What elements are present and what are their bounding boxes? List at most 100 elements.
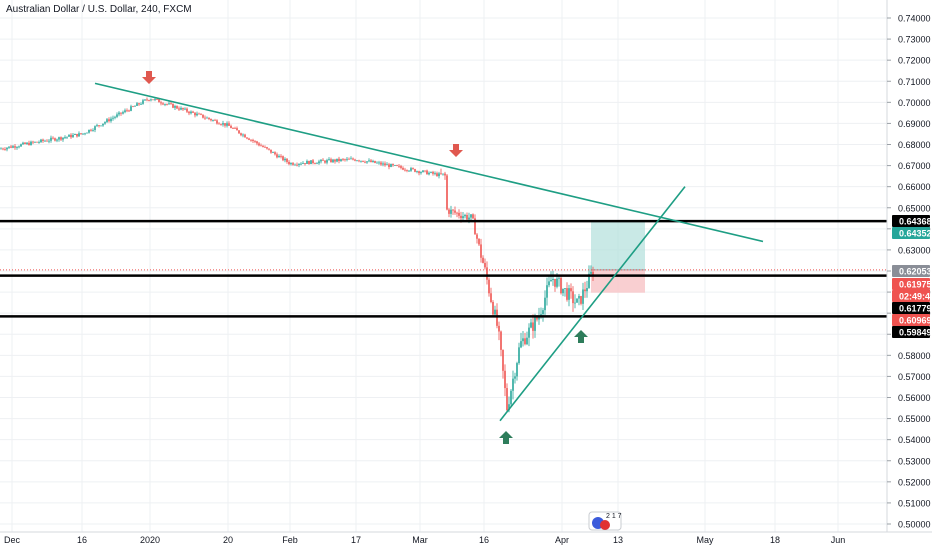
candle-body (356, 160, 358, 162)
candle-body (68, 134, 70, 137)
candle-body (220, 124, 222, 126)
candle-body (62, 137, 64, 140)
candle-body (40, 139, 42, 143)
candle-body (388, 164, 390, 168)
candle-body (406, 169, 408, 171)
candle-body (446, 175, 448, 210)
candle-body (146, 99, 148, 101)
candle-body (534, 317, 536, 331)
price-label-text: 0.62053 (899, 267, 932, 277)
candle-body (222, 123, 224, 125)
horizontal-levels[interactable] (0, 219, 887, 318)
price-tick-label: 0.53000 (898, 456, 931, 466)
candle-body (90, 129, 92, 131)
candle-body (376, 162, 378, 164)
candle-body (508, 404, 510, 411)
candle-body (184, 108, 186, 110)
candle-body (76, 133, 78, 137)
candle-body (2, 148, 4, 150)
price-tick-label: 0.51000 (898, 498, 931, 508)
candle-body (32, 141, 34, 143)
trendlines[interactable] (94, 82, 764, 422)
stop-zone (591, 269, 645, 293)
candle-body (380, 162, 382, 165)
candle-body (118, 112, 120, 115)
events-badge[interactable]: 2 1 7 (588, 511, 622, 531)
candle-body (254, 140, 256, 142)
grid (0, 0, 887, 532)
price-label-text: 0.61975 (899, 280, 932, 290)
candle-body (158, 99, 160, 103)
candle-body (314, 163, 316, 164)
candle-body (236, 128, 238, 131)
candle-body (342, 159, 344, 161)
candle-body (560, 277, 562, 294)
candle-body (512, 378, 514, 391)
price-label-box (892, 265, 930, 277)
candle-body (232, 128, 234, 129)
candle-body (38, 142, 40, 143)
candle-body (590, 271, 592, 274)
candle-body (434, 173, 436, 175)
time-axis[interactable]: Dec 16 2020 20 Feb 17 Mar 16 Apr 13 May 18 Jun (0, 531, 932, 545)
candle-body (320, 159, 322, 162)
candle-body (250, 139, 252, 141)
candle-body (332, 159, 334, 163)
price-tick-label: 0.52000 (898, 477, 931, 487)
candle-body (164, 103, 166, 105)
candle-body (302, 163, 304, 164)
candle-body (452, 209, 454, 211)
candle-body (84, 133, 86, 135)
candle-body (592, 271, 594, 277)
candle-body (208, 117, 210, 119)
candle-body (252, 139, 254, 141)
candle-body (392, 164, 394, 166)
candle-body (546, 285, 548, 298)
candle-body (238, 130, 240, 134)
trendline-resistance[interactable] (94, 82, 764, 243)
candle-body (462, 216, 464, 219)
candle-body (398, 165, 400, 167)
candle-body (460, 215, 462, 219)
time-tick-label: Feb (282, 535, 298, 545)
candle-body (360, 160, 362, 162)
candle-body (0, 148, 2, 150)
candle-body (524, 338, 526, 345)
candle-body (504, 370, 506, 389)
candle-body (402, 167, 404, 170)
candle-body (464, 214, 466, 217)
price-labels: 0.64368 0.64352 0.62053 0.61975 02:49:41 0.61… (892, 215, 932, 338)
candle-body (98, 125, 100, 127)
candle-body (472, 214, 474, 219)
candle-body (26, 142, 28, 145)
candle-body (78, 133, 80, 137)
candle-body (540, 314, 542, 316)
candle-body (262, 145, 264, 147)
candle-body (206, 117, 208, 119)
candle-body (60, 137, 62, 140)
price-tick-label: 0.66000 (898, 182, 931, 192)
candle-body (112, 117, 114, 119)
price-label-text: 0.64352 (899, 229, 932, 239)
price-tick-label: 0.50000 (898, 520, 931, 530)
candle-body (194, 112, 196, 116)
candle-body (240, 133, 242, 136)
events-badge-count: 2 1 7 (606, 513, 622, 520)
candle-body (284, 158, 286, 161)
candle-body (364, 161, 366, 163)
candle-body (430, 171, 432, 173)
position-zones (591, 221, 645, 293)
candle-body (334, 159, 336, 162)
candle-body (496, 309, 498, 326)
candle-body (130, 106, 132, 111)
candle-body (72, 134, 74, 138)
candle-body (210, 118, 212, 121)
candle-body (328, 159, 330, 161)
candle-body (114, 116, 116, 118)
candle-body (116, 114, 118, 117)
candle-body (306, 160, 308, 164)
price-label-box (892, 314, 930, 326)
trendline-support[interactable] (499, 186, 686, 422)
